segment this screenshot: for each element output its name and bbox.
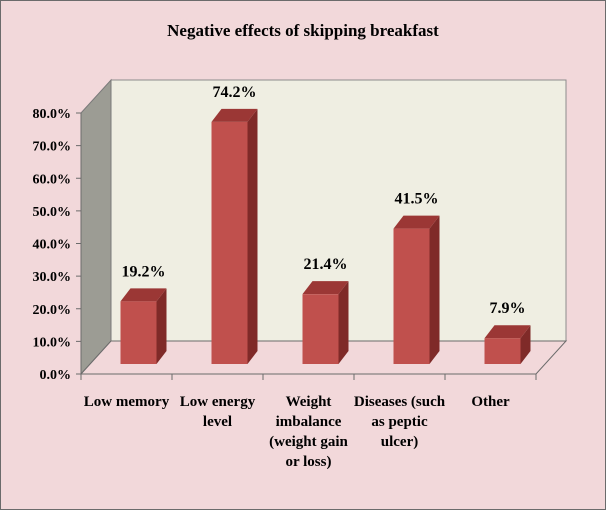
x-category-label: Diseases (such as peptic ulcer)	[353, 394, 446, 450]
data-label: 41.5%	[395, 191, 439, 208]
x-category-label: Weight imbalance (weight gain or loss)	[269, 394, 348, 470]
bar-top	[393, 215, 440, 229]
y-tick-label: 0.0%	[40, 368, 72, 383]
y-tick-label: 70.0%	[33, 140, 72, 155]
bar-side	[520, 325, 531, 364]
bar	[484, 338, 521, 364]
bar-side	[429, 215, 440, 364]
bar-top	[302, 281, 349, 295]
x-category-label: Other	[471, 394, 510, 410]
bar-top	[484, 325, 531, 339]
bar	[120, 301, 157, 364]
data-label: 19.2%	[122, 263, 166, 280]
y-tick-label: 80.0%	[33, 107, 72, 122]
bar	[302, 294, 339, 364]
x-category-label: Low memory	[83, 394, 170, 410]
data-label: 7.9%	[490, 300, 526, 317]
bar-side	[156, 288, 167, 364]
bar-top	[211, 108, 258, 122]
bar-side	[338, 281, 349, 364]
bar	[393, 228, 430, 364]
y-tick-label: 20.0%	[33, 303, 72, 318]
side-wall	[80, 78, 112, 376]
y-tick-label: 10.0%	[33, 335, 72, 350]
bar-side	[247, 108, 258, 364]
bar	[211, 121, 248, 364]
data-label: 21.4%	[304, 256, 348, 273]
y-tick-label: 50.0%	[33, 205, 72, 220]
data-label: 74.2%	[213, 84, 257, 101]
y-tick-label: 40.0%	[33, 238, 72, 253]
y-tick-label: 60.0%	[33, 172, 72, 187]
bar-top	[120, 288, 167, 302]
chart-title: Negative effects of skipping breakfast	[167, 21, 439, 40]
y-tick-label: 30.0%	[33, 270, 72, 285]
x-category-label: Low energy level	[179, 394, 256, 430]
